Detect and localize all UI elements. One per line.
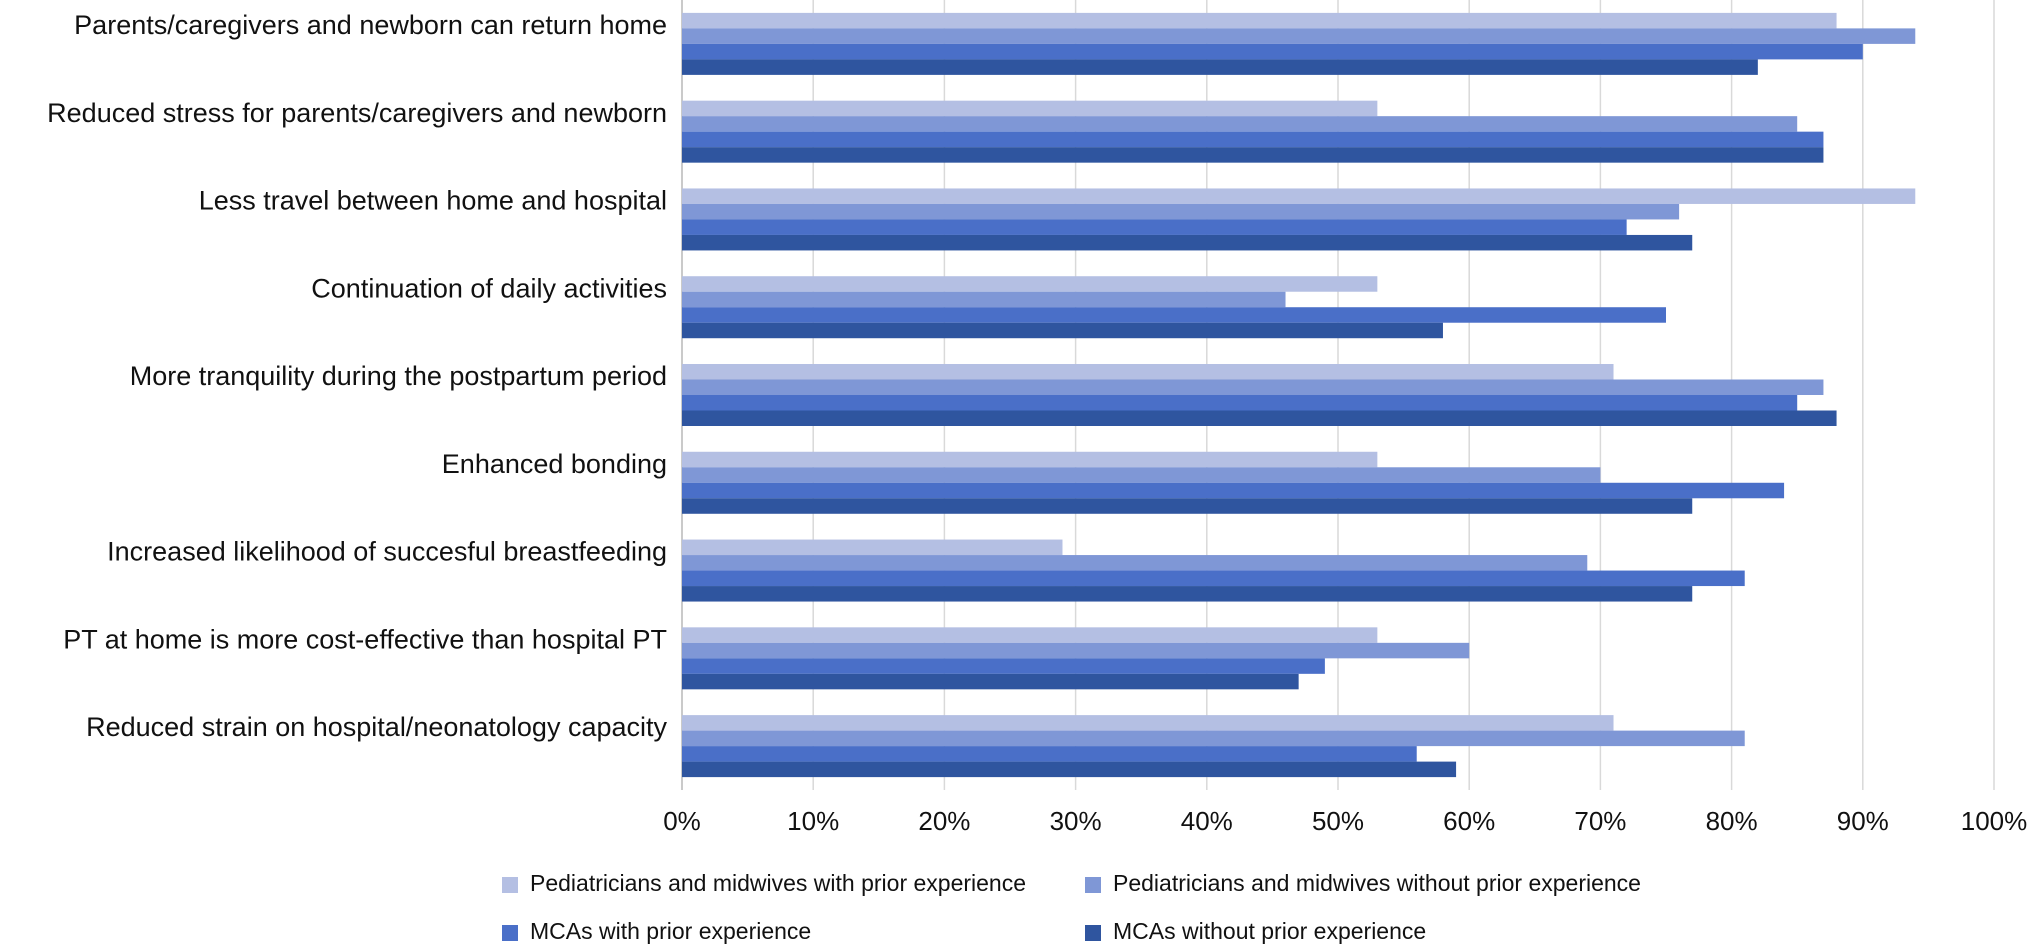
bar [682,43,1863,60]
bar [682,586,1693,602]
y-tick-label: PT at home is more cost-effective than h… [63,624,667,654]
bar [682,673,1299,690]
bar [682,276,1378,292]
bar [682,658,1325,674]
bar [682,100,1378,117]
y-tick-label: Less travel between home and hospital [199,186,667,216]
y-tick-label: Continuation of daily activities [311,273,667,303]
x-tick-label: 50% [1312,806,1364,836]
y-tick-label: Enhanced bonding [442,449,667,479]
y-tick-label: Reduced stress for parents/caregivers an… [47,98,667,128]
bar [682,410,1837,426]
bar [682,627,1378,643]
y-tick-label: More tranquility during the postpartum p… [130,361,667,391]
y-tick-label: Parents/caregivers and newborn can retur… [74,10,667,40]
bar [682,761,1457,778]
bar [682,147,1824,163]
bar [682,715,1614,731]
x-tick-label: 40% [1181,806,1233,836]
bar [682,395,1798,411]
y-tick-label: Reduced strain on hospital/neonatology c… [86,712,667,742]
bar [682,570,1745,587]
bar [682,116,1798,132]
bar [682,12,1837,29]
legend-label: Pediatricians and midwives without prior… [1113,870,1641,896]
bar [682,451,1378,468]
legend-marker [502,925,518,941]
bar [682,291,1286,308]
bar [682,379,1824,395]
x-tick-label: 10% [787,806,839,836]
bar [682,219,1627,235]
bar [682,642,1470,659]
x-tick-label: 30% [1050,806,1102,836]
bar [682,59,1758,75]
bar [682,203,1680,220]
y-tick-label: Increased likelihood of succesful breast… [107,537,667,567]
x-tick-label: 60% [1443,806,1495,836]
legend-marker [502,877,518,893]
bar [682,498,1693,514]
x-tick-label: 80% [1706,806,1758,836]
bar [682,307,1666,323]
bar [682,539,1063,556]
bar [682,730,1745,747]
legend-label: MCAs with prior experience [530,918,811,944]
bar [682,234,1693,251]
bar [682,467,1601,483]
legend-label: MCAs without prior experience [1113,918,1426,944]
bar [682,131,1824,148]
bar [682,364,1614,380]
legend-label: Pediatricians and midwives with prior ex… [530,870,1026,896]
x-tick-label: 20% [918,806,970,836]
x-tick-label: 100% [1961,806,2028,836]
bar [682,482,1785,499]
x-tick-label: 90% [1837,806,1889,836]
legend-marker [1085,877,1101,893]
x-tick-label: 70% [1574,806,1626,836]
bar [682,188,1916,204]
bar [682,555,1588,571]
bar [682,322,1443,339]
bar [682,28,1916,44]
legend-marker [1085,925,1101,941]
bar [682,746,1417,762]
x-tick-label: 0% [663,806,701,836]
